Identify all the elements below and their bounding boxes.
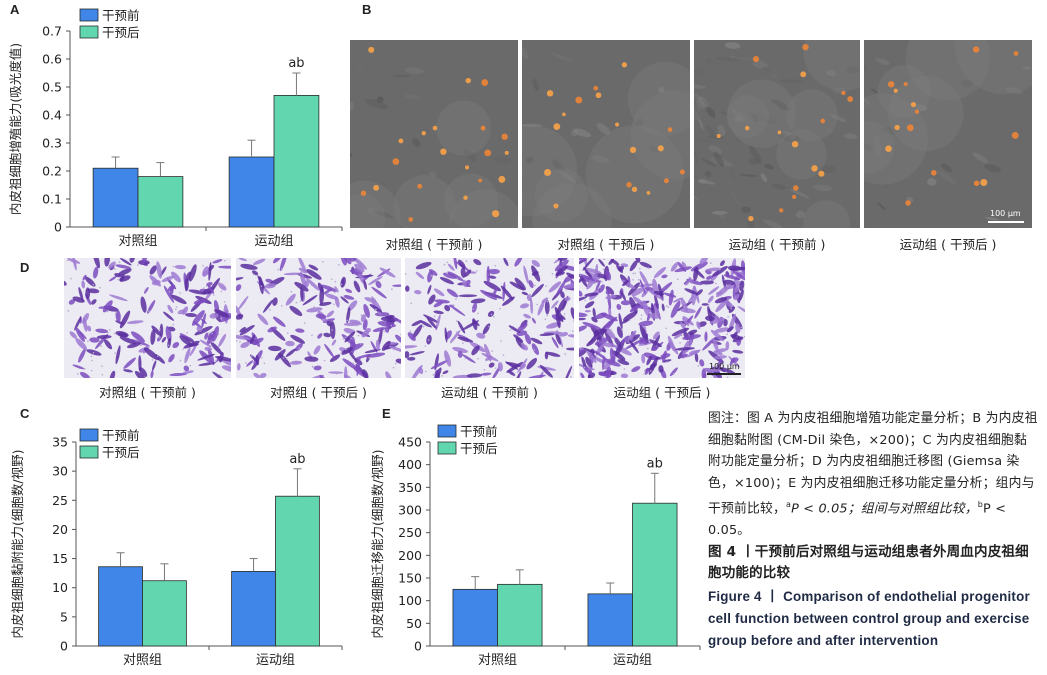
x-tick-label: 运动组: [254, 234, 293, 249]
legend-label: 干预后: [460, 441, 498, 456]
bar: [98, 566, 143, 647]
micrograph-d-control-after: [236, 258, 401, 378]
y-tick-label: 20: [52, 522, 68, 537]
y-tick-label: 100: [398, 593, 422, 608]
y-axis-title: 内皮祖细胞迁移能力(细胞数/视野): [370, 450, 385, 639]
legend-swatch: [79, 25, 99, 39]
x-tick-label: 运动组: [613, 653, 652, 668]
significance-label: ab: [647, 456, 663, 471]
y-tick-label: 350: [398, 480, 422, 495]
y-tick-label: 15: [52, 551, 68, 566]
micrograph-b-exercise-after: 100 μm: [864, 40, 1032, 228]
y-tick-label: 10: [52, 580, 68, 595]
figure-title-cn: 图 4 丨干预前后对照组与运动组患者外周血内皮祖细胞功能的比较: [708, 543, 1029, 581]
x-tick-label: 运动组: [256, 653, 295, 668]
y-tick-label: 0.2: [42, 164, 62, 179]
bar: [452, 588, 498, 647]
x-tick-label: 对照组: [118, 234, 157, 249]
figure-note: 图注：图 A 为内皮祖细胞增殖功能定量分析；B 为内皮祖细胞黏附图 (CM-Di…: [708, 408, 1038, 542]
micrograph-label-d-4: 运动组 ( 干预后 ): [613, 385, 711, 400]
scale-bar-b: [988, 221, 1024, 223]
note-sup-b: b: [977, 500, 984, 510]
scale-bar-label-d: 100 μm: [709, 362, 740, 371]
micrograph-label-b-4: 运动组 ( 干预后 ): [899, 237, 997, 252]
micrograph-label-b-3: 运动组 ( 干预前 ): [728, 237, 826, 252]
note-text-2: P < 0.05；组间与对照组比较，: [791, 501, 978, 517]
y-tick-label: 200: [398, 548, 422, 563]
panel-letter-a: A: [10, 2, 20, 17]
panel-letter-e: E: [382, 406, 391, 421]
bar: [632, 502, 678, 647]
legend-swatch: [437, 441, 457, 455]
bar: [142, 580, 187, 647]
bar: [92, 167, 139, 228]
y-tick-label: 300: [398, 503, 422, 518]
micrograph-d-exercise-before: [405, 258, 574, 378]
panel-letter-b: B: [362, 2, 372, 17]
micrograph-b-control-before: [350, 40, 518, 228]
y-tick-label: 250: [398, 525, 422, 540]
chart-e-migration: 0 50 100 150 200 250 300 350 400 450 对照组 运动组 ab 干预前干预…: [370, 424, 701, 668]
bar: [137, 176, 184, 228]
figure-caption: 图注：图 A 为内皮祖细胞增殖功能定量分析；B 为内皮祖细胞黏附图 (CM-Di…: [708, 408, 1038, 652]
y-tick-label: 5: [60, 609, 68, 624]
bar: [273, 95, 320, 228]
panel-letter-c: C: [20, 406, 30, 421]
bar: [228, 156, 275, 228]
figure-title-en: Figure 4 丨 Comparison of endothelial pro…: [708, 588, 1030, 648]
bar: [231, 570, 276, 647]
legend-swatch: [437, 424, 457, 438]
y-tick-label: 0.3: [42, 136, 62, 151]
y-tick-label: 50: [406, 616, 422, 631]
legend-label: 干预前: [102, 8, 140, 23]
y-tick-label: 0: [414, 639, 422, 654]
note-sup-a: a: [785, 500, 792, 510]
micrograph-label-b-1: 对照组 ( 干预前 ): [385, 237, 483, 252]
y-tick-label: 30: [52, 464, 68, 479]
legend-label: 干预前: [102, 428, 140, 443]
y-tick-label: 0: [54, 220, 62, 235]
bar: [587, 593, 633, 647]
y-axis-title: 内皮祖细胞黏附能力(细胞数/视野): [10, 450, 25, 639]
y-tick-label: 25: [52, 493, 68, 508]
significance-label: ab: [289, 452, 305, 467]
legend-swatch: [79, 445, 99, 459]
scale-bar-label-b: 100 μm: [990, 209, 1021, 218]
micrograph-b-exercise-before: [694, 40, 860, 228]
micrograph-d-control-before: [64, 258, 231, 378]
y-tick-label: 0.4: [42, 108, 62, 123]
micrograph-label-d-2: 对照组 ( 干预后 ): [270, 385, 367, 400]
y-tick-label: 400: [398, 457, 422, 472]
legend-swatch: [79, 8, 99, 22]
y-tick-label: 0.5: [42, 80, 62, 95]
y-tick-label: 450: [398, 435, 422, 450]
legend-label: 干预后: [102, 25, 140, 40]
y-tick-label: 35: [52, 435, 68, 450]
x-tick-label: 对照组: [123, 653, 162, 668]
y-axis-title: 内皮祖细胞增殖能力(吸光度值): [8, 43, 23, 215]
bar: [275, 495, 320, 647]
y-tick-label: 150: [398, 571, 422, 586]
micrograph-label-d-1: 对照组 ( 干预前 ): [99, 385, 196, 400]
micrograph-d-exercise-after: 100 μm: [579, 258, 745, 378]
chart-a-proliferation: 0 0.1 0.2 0.3 0.4 0.5 0.6 0.7 对照组 运动组 ab 干预前干预后内皮祖细…: [8, 8, 343, 249]
legend-label: 干预后: [102, 445, 140, 460]
note-text-3: P < 0.05。: [708, 501, 1007, 539]
y-tick-label: 0.6: [42, 52, 62, 67]
y-tick-label: 0: [60, 639, 68, 654]
note-text-1: 图注：图 A 为内皮祖细胞增殖功能定量分析；B 为内皮祖细胞黏附图 (CM-Di…: [708, 411, 1038, 517]
panel-letter-d: D: [20, 260, 30, 275]
bar: [497, 583, 543, 647]
micrograph-label-d-3: 运动组 ( 干预前 ): [441, 385, 538, 400]
y-tick-label: 0.7: [42, 24, 62, 39]
x-tick-label: 对照组: [478, 653, 517, 668]
micrograph-b-control-after: [522, 40, 690, 228]
micrograph-label-b-2: 对照组 ( 干预后 ): [557, 237, 655, 252]
scale-bar-d: [707, 373, 741, 375]
significance-label: ab: [288, 56, 304, 71]
legend-label: 干预前: [460, 424, 498, 439]
legend-swatch: [79, 428, 99, 442]
y-tick-label: 0.1: [42, 192, 62, 207]
